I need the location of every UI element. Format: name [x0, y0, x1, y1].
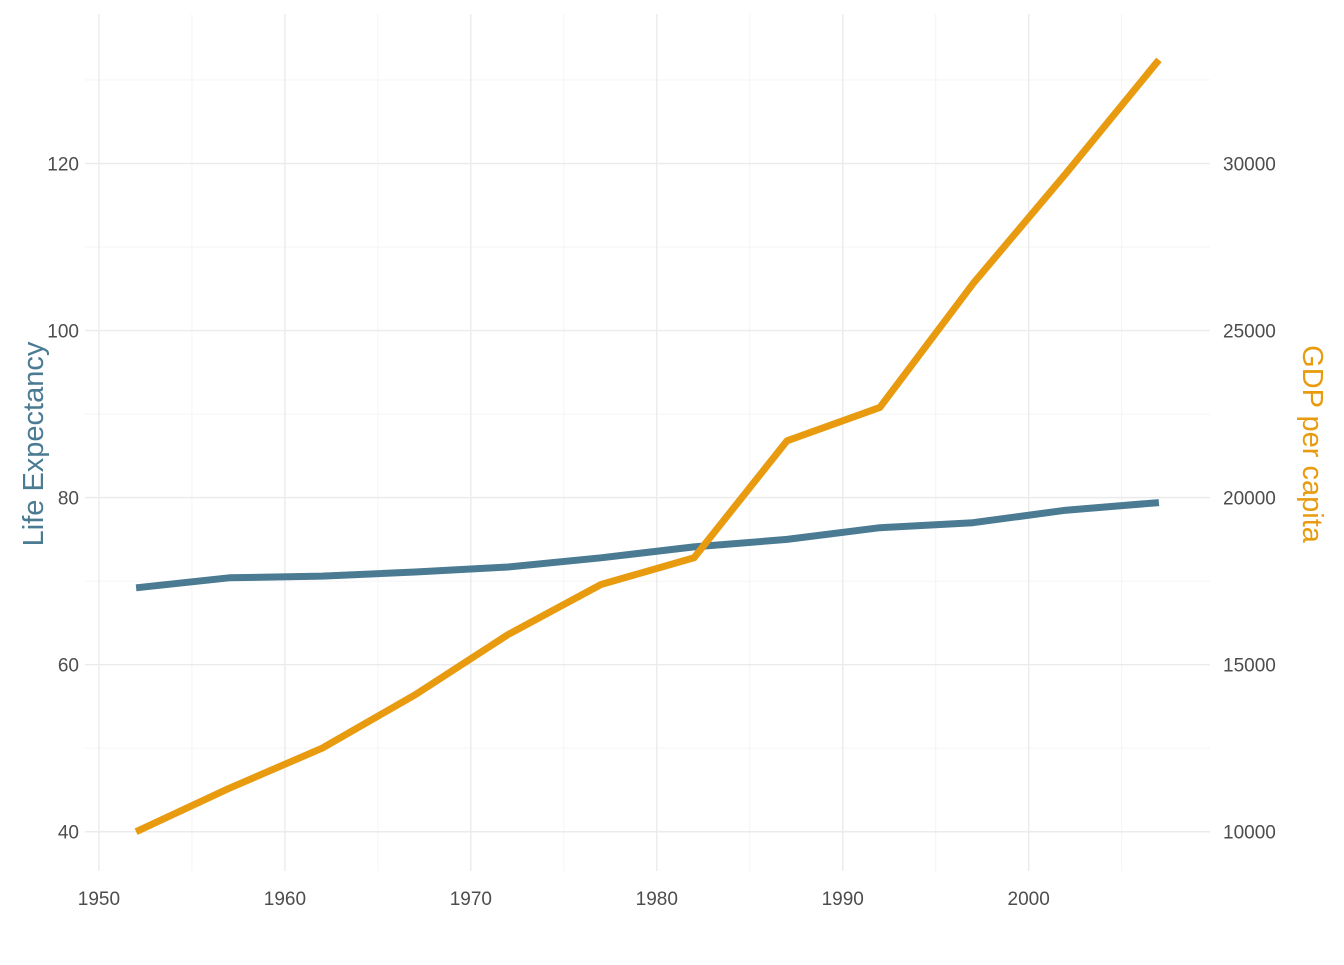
series-layer — [134, 57, 1162, 835]
left-y-axis-title: Life Expectancy — [18, 341, 50, 546]
x-tick-label: 1980 — [636, 889, 678, 910]
left-y-tick-label: 60 — [58, 656, 79, 677]
left-y-tick-label: 40 — [58, 823, 79, 844]
grid-layer — [85, 14, 1210, 871]
x-tick-label: 1960 — [264, 889, 306, 910]
right-y-tick-label: 10000 — [1223, 823, 1276, 844]
left-y-tick-label: 80 — [58, 489, 79, 510]
left-y-tick-label: 100 — [47, 322, 79, 343]
left-y-tick-label: 120 — [47, 155, 79, 176]
left-y-axis-ticks: 40 60 80 100 120 — [47, 155, 79, 844]
right-y-tick-label: 15000 — [1223, 656, 1276, 677]
right-y-tick-label: 30000 — [1223, 155, 1276, 176]
right-y-axis-ticks: 10000 15000 20000 25000 30000 — [1223, 155, 1276, 844]
x-axis-ticks: 1950 1960 1970 1980 1990 2000 — [78, 889, 1050, 910]
gdp-per-capita-line — [134, 57, 1162, 835]
right-y-tick-label: 25000 — [1223, 322, 1276, 343]
x-tick-label: 1950 — [78, 889, 120, 910]
x-tick-label: 1990 — [822, 889, 864, 910]
life-expectancy-line — [135, 499, 1160, 592]
right-y-axis-title: GDP per capita — [1296, 345, 1328, 544]
x-tick-label: 1970 — [450, 889, 492, 910]
x-tick-label: 2000 — [1008, 889, 1050, 910]
right-y-tick-label: 20000 — [1223, 489, 1276, 510]
